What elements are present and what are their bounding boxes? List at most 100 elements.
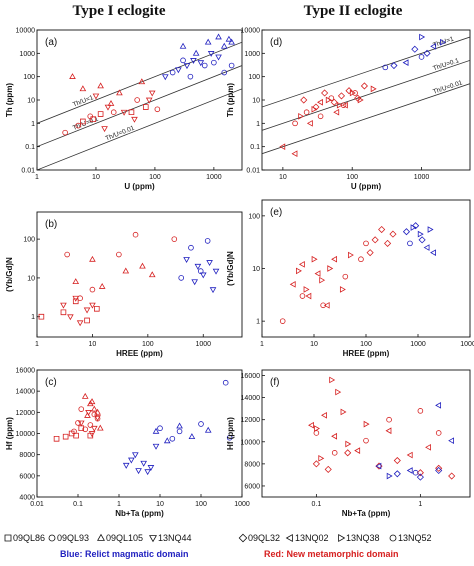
data-point-09QL93-red <box>62 129 68 136</box>
data-point-09QL93-blue <box>228 62 235 69</box>
data-point-09QL86-red <box>53 435 60 442</box>
data-point-13NQ38-red <box>311 105 318 113</box>
data-point-09QL32-red <box>435 464 443 472</box>
data-point-13NQ38-blue <box>427 226 434 233</box>
data-point-09QL105-red <box>90 405 98 412</box>
data-point-13NQ52-red <box>313 430 320 436</box>
data-point-13NQ44-blue <box>147 465 155 471</box>
y-tick-label: 4000 <box>19 495 35 502</box>
data-point-13NQ44-blue <box>209 287 217 294</box>
y-tick-label: 0.01 <box>246 168 260 175</box>
data-point-13NQ44-red <box>90 425 98 432</box>
data-point-13NQ44-blue <box>128 457 135 464</box>
data-point-13NQ38-red <box>311 255 318 263</box>
y-tick-label: 6000 <box>244 483 260 490</box>
y-tick-label: 16000 <box>16 368 36 375</box>
data-point-09QL32-blue <box>416 473 424 481</box>
data-point-09QL105-red <box>97 82 104 89</box>
x-tick-label: 1000 <box>414 174 430 181</box>
data-point-13NQ02-red <box>289 281 296 288</box>
data-point-13NQ02-red <box>321 411 327 419</box>
data-point-09QL32-red <box>354 94 362 102</box>
data-point-09QL105-red <box>81 392 89 399</box>
data-point-09QL93-red <box>171 236 178 242</box>
data-point-13NQ52-red <box>292 120 298 127</box>
y-tick-label: 10 <box>252 98 260 105</box>
data-point-09QL93-red <box>64 251 70 258</box>
data-point-13NQ44-blue <box>194 263 202 270</box>
y-tick-label: 6000 <box>19 473 35 480</box>
data-point-09QL93-red <box>78 406 85 412</box>
y-tick-label: 16000 <box>241 373 261 380</box>
data-point-09QL93-blue <box>204 238 211 244</box>
x-tick-label: 100 <box>149 174 161 181</box>
data-point-13NQ38-red <box>314 425 320 432</box>
data-point-09QL105-blue <box>176 422 183 429</box>
data-point-13NQ38-red <box>336 101 343 109</box>
data-point-09QL105-red <box>148 271 156 278</box>
data-point-09QL86-red <box>142 104 149 110</box>
data-point-13NQ44-blue <box>144 469 151 476</box>
data-point-09QL105-blue <box>188 433 196 439</box>
y-tick-label: 1 <box>256 319 260 326</box>
data-point-09QL86-red <box>94 305 100 312</box>
y-axis-label: Hf (ppm) <box>5 417 14 450</box>
data-point-13NQ02-blue <box>448 437 455 445</box>
plot-frame <box>36 211 243 338</box>
data-point-09QL93-blue <box>221 69 228 76</box>
y-tick-label: 1000 <box>244 51 260 58</box>
data-point-09QL32-red <box>330 98 338 106</box>
plot-frame <box>261 369 471 498</box>
data-point-13NQ52-red <box>352 90 358 96</box>
data-point-13NQ52-blue <box>382 64 389 71</box>
data-point-13NQ44-red <box>92 93 100 100</box>
data-point-09QL86-red <box>97 111 104 117</box>
data-point-13NQ52-red <box>299 293 306 299</box>
plot-frame <box>36 369 243 498</box>
data-point-09QL93-blue <box>169 69 176 76</box>
data-point-13NQ02-blue <box>375 462 382 470</box>
data-point-13NQ52-blue <box>418 54 425 60</box>
data-point-09QL93-blue <box>178 275 185 281</box>
x-tick-label: 10 <box>89 341 97 348</box>
y-tick-label: 10 <box>27 98 35 105</box>
y-tick-label: 100 <box>248 74 260 81</box>
y-axis-label: Hf (ppm) <box>226 417 235 450</box>
footer-blue: Blue: Relict magmatic domain <box>60 549 189 559</box>
data-point-09QL32-red <box>360 82 368 90</box>
y-tick-label: 10 <box>252 266 260 273</box>
data-point-09QL86-red <box>87 432 94 439</box>
data-point-13NQ02-blue <box>430 42 437 50</box>
data-point-13NQ44-blue <box>152 443 160 450</box>
data-point-09QL86-red <box>38 313 45 320</box>
x-axis-label: Nb+Ta (ppm) <box>115 509 164 518</box>
data-point-09QL105-red <box>69 73 76 79</box>
y-tick-label: 1 <box>256 121 260 128</box>
ratio-line <box>262 83 470 155</box>
data-point-09QL105-red <box>98 282 106 289</box>
data-point-09QL32-red <box>448 472 456 480</box>
data-point-09QL32-red <box>312 460 320 468</box>
data-point-09QL32-blue <box>411 45 419 53</box>
data-point-09QL105-red <box>88 398 96 405</box>
ratio-line-label: Th/U=0.1 <box>432 57 460 72</box>
legend-label: 09QL86 <box>13 533 45 543</box>
data-point-13NQ02-red <box>341 101 348 109</box>
panel-e: 110100100010000110100HREE (ppm)(Yb/Gd)N(… <box>226 199 474 358</box>
legend-symbol-square <box>4 534 12 542</box>
data-point-13NQ44-red <box>67 314 74 321</box>
x-tick-label: 1 <box>35 174 39 181</box>
data-point-09QL86-red <box>90 116 97 123</box>
data-point-13NQ02-blue <box>406 467 413 474</box>
data-point-09QL105-red <box>94 408 101 415</box>
data-point-13NQ02-red <box>308 421 314 429</box>
data-point-09QL105-blue <box>225 35 233 42</box>
x-axis-label: U (ppm) <box>351 182 382 191</box>
data-point-13NQ38-red <box>319 276 326 284</box>
x-tick-label: 10 <box>310 341 318 348</box>
y-tick-label: 1000 <box>19 51 35 58</box>
data-point-09QL86-red <box>78 425 85 432</box>
data-point-09QL86-red <box>73 432 79 439</box>
y-tick-label: 100 <box>248 213 260 220</box>
legend-label: 09QL105 <box>106 533 143 543</box>
